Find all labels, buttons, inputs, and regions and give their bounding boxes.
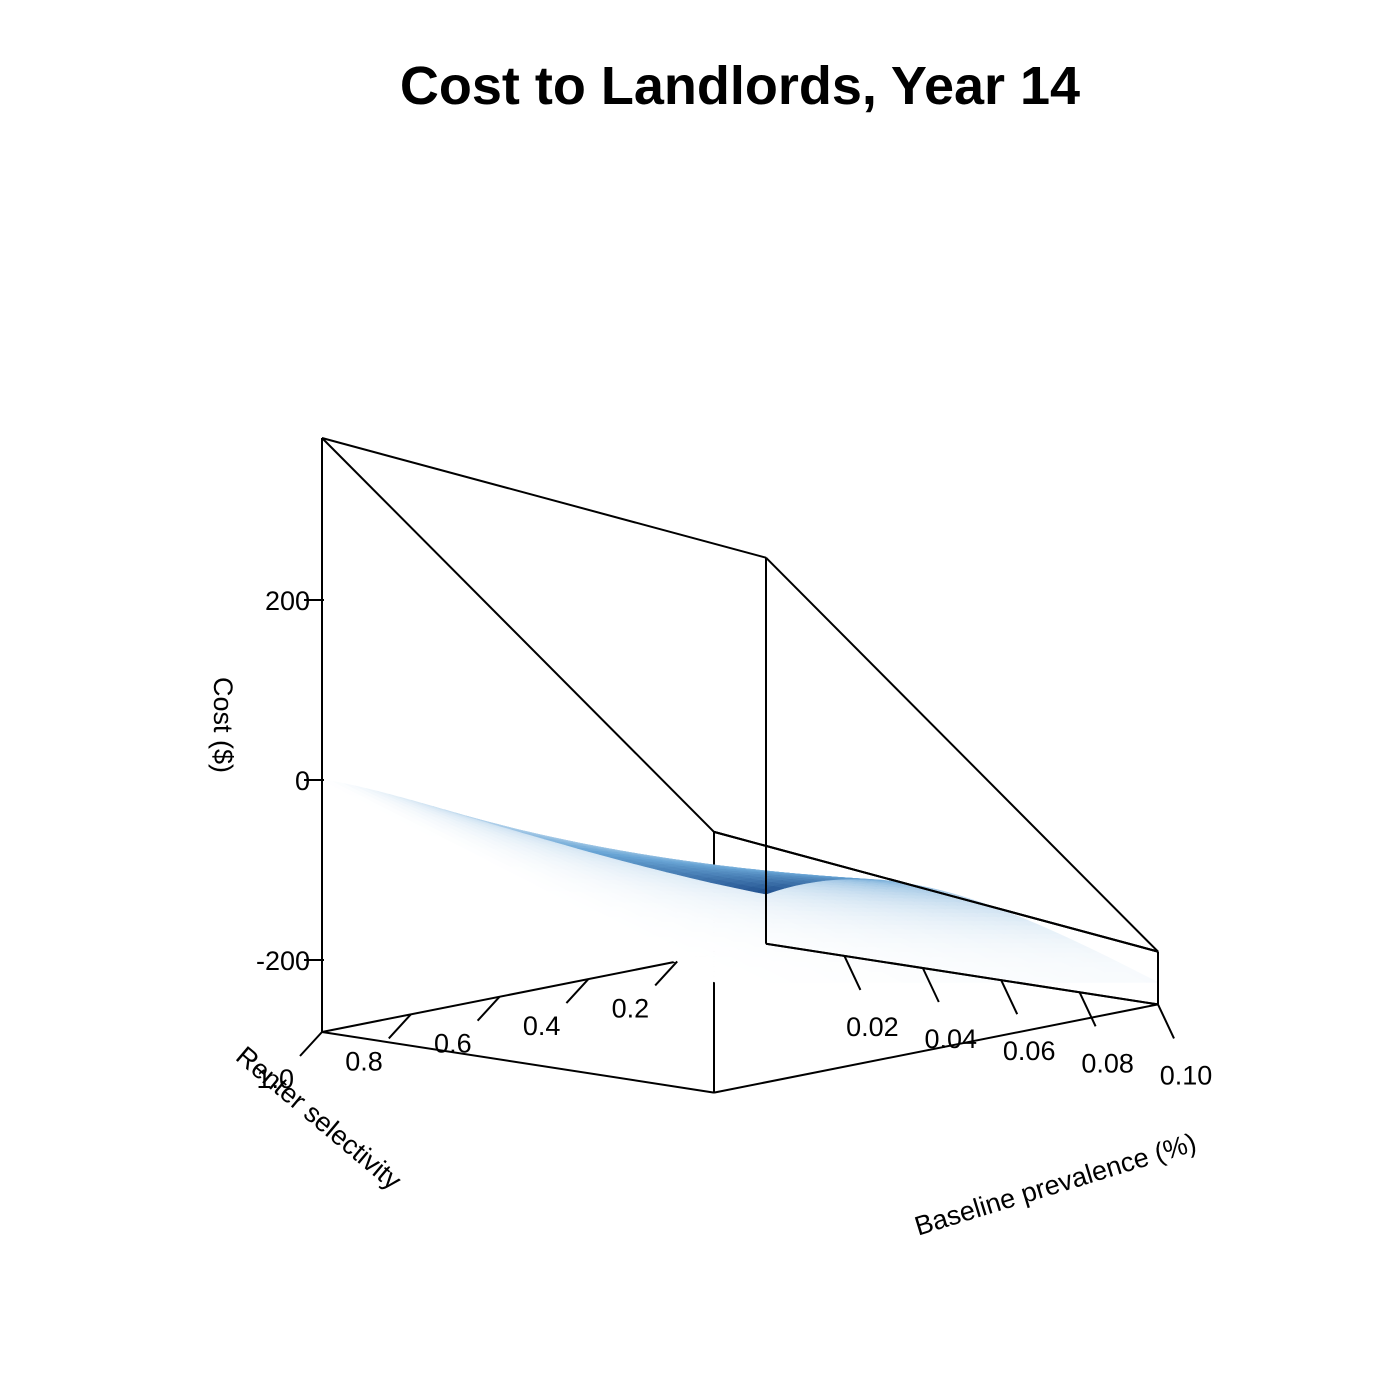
- z-axis-ticks: -200 0 200: [256, 586, 324, 976]
- x-tick-label: 0.02: [846, 1012, 899, 1042]
- box-front-edges: [321, 438, 1159, 1094]
- x-tick-label: 0.04: [925, 1024, 978, 1054]
- x-tick-mark: [1000, 979, 1019, 1015]
- x-tick-mark: [1157, 1003, 1175, 1039]
- y-tick-mark: [565, 978, 590, 1004]
- box-edge: [765, 942, 1159, 1006]
- box-edge: [713, 830, 1159, 953]
- y-tick-label: 0.4: [523, 1011, 561, 1041]
- box-edge: [321, 1031, 715, 1094]
- x-tick-label: 0.08: [1081, 1048, 1134, 1078]
- z-tick-label: -200: [256, 946, 310, 976]
- y-tick-label: 0.8: [345, 1046, 383, 1076]
- y-tick-label: 0.2: [612, 993, 650, 1023]
- surface-plot: [321, 779, 1159, 983]
- y-tick-label: 0.6: [434, 1029, 472, 1059]
- x-tick-mark: [921, 967, 940, 1003]
- x-axis-label: Baseline prevalence (%): [911, 1127, 1200, 1241]
- z-tick-label: 0: [295, 766, 310, 796]
- z-axis-label: Cost ($): [208, 677, 238, 773]
- box-edge: [765, 556, 1159, 953]
- z-tick-label: 200: [265, 586, 310, 616]
- box-edge: [713, 1003, 1159, 1094]
- y-axis-ticks: 0.2 0.4 0.6 0.8 1.0: [256, 960, 678, 1094]
- surface-facet: [1136, 977, 1159, 983]
- x-tick-label: 0.06: [1003, 1036, 1056, 1066]
- y-tick-mark: [388, 1013, 412, 1040]
- box-edge: [321, 437, 715, 833]
- box-back-edges: [321, 437, 1159, 1094]
- y-tick-label: 1.0: [256, 1064, 294, 1094]
- y-tick-mark: [299, 1031, 323, 1057]
- chart-title: Cost to Landlords, Year 14: [400, 56, 1080, 116]
- x-tick-mark: [1078, 991, 1097, 1027]
- y-tick-mark: [654, 960, 678, 987]
- x-tick-mark: [843, 955, 862, 991]
- box-edge: [321, 437, 767, 559]
- y-tick-mark: [476, 996, 501, 1022]
- x-tick-label: 0.10: [1160, 1060, 1213, 1090]
- x-axis-ticks: 0.02 0.04 0.06 0.08 0.10: [843, 955, 1213, 1090]
